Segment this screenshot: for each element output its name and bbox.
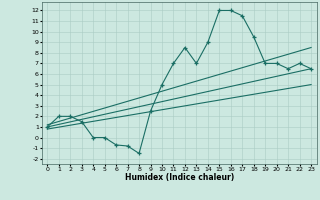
- X-axis label: Humidex (Indice chaleur): Humidex (Indice chaleur): [124, 173, 234, 182]
